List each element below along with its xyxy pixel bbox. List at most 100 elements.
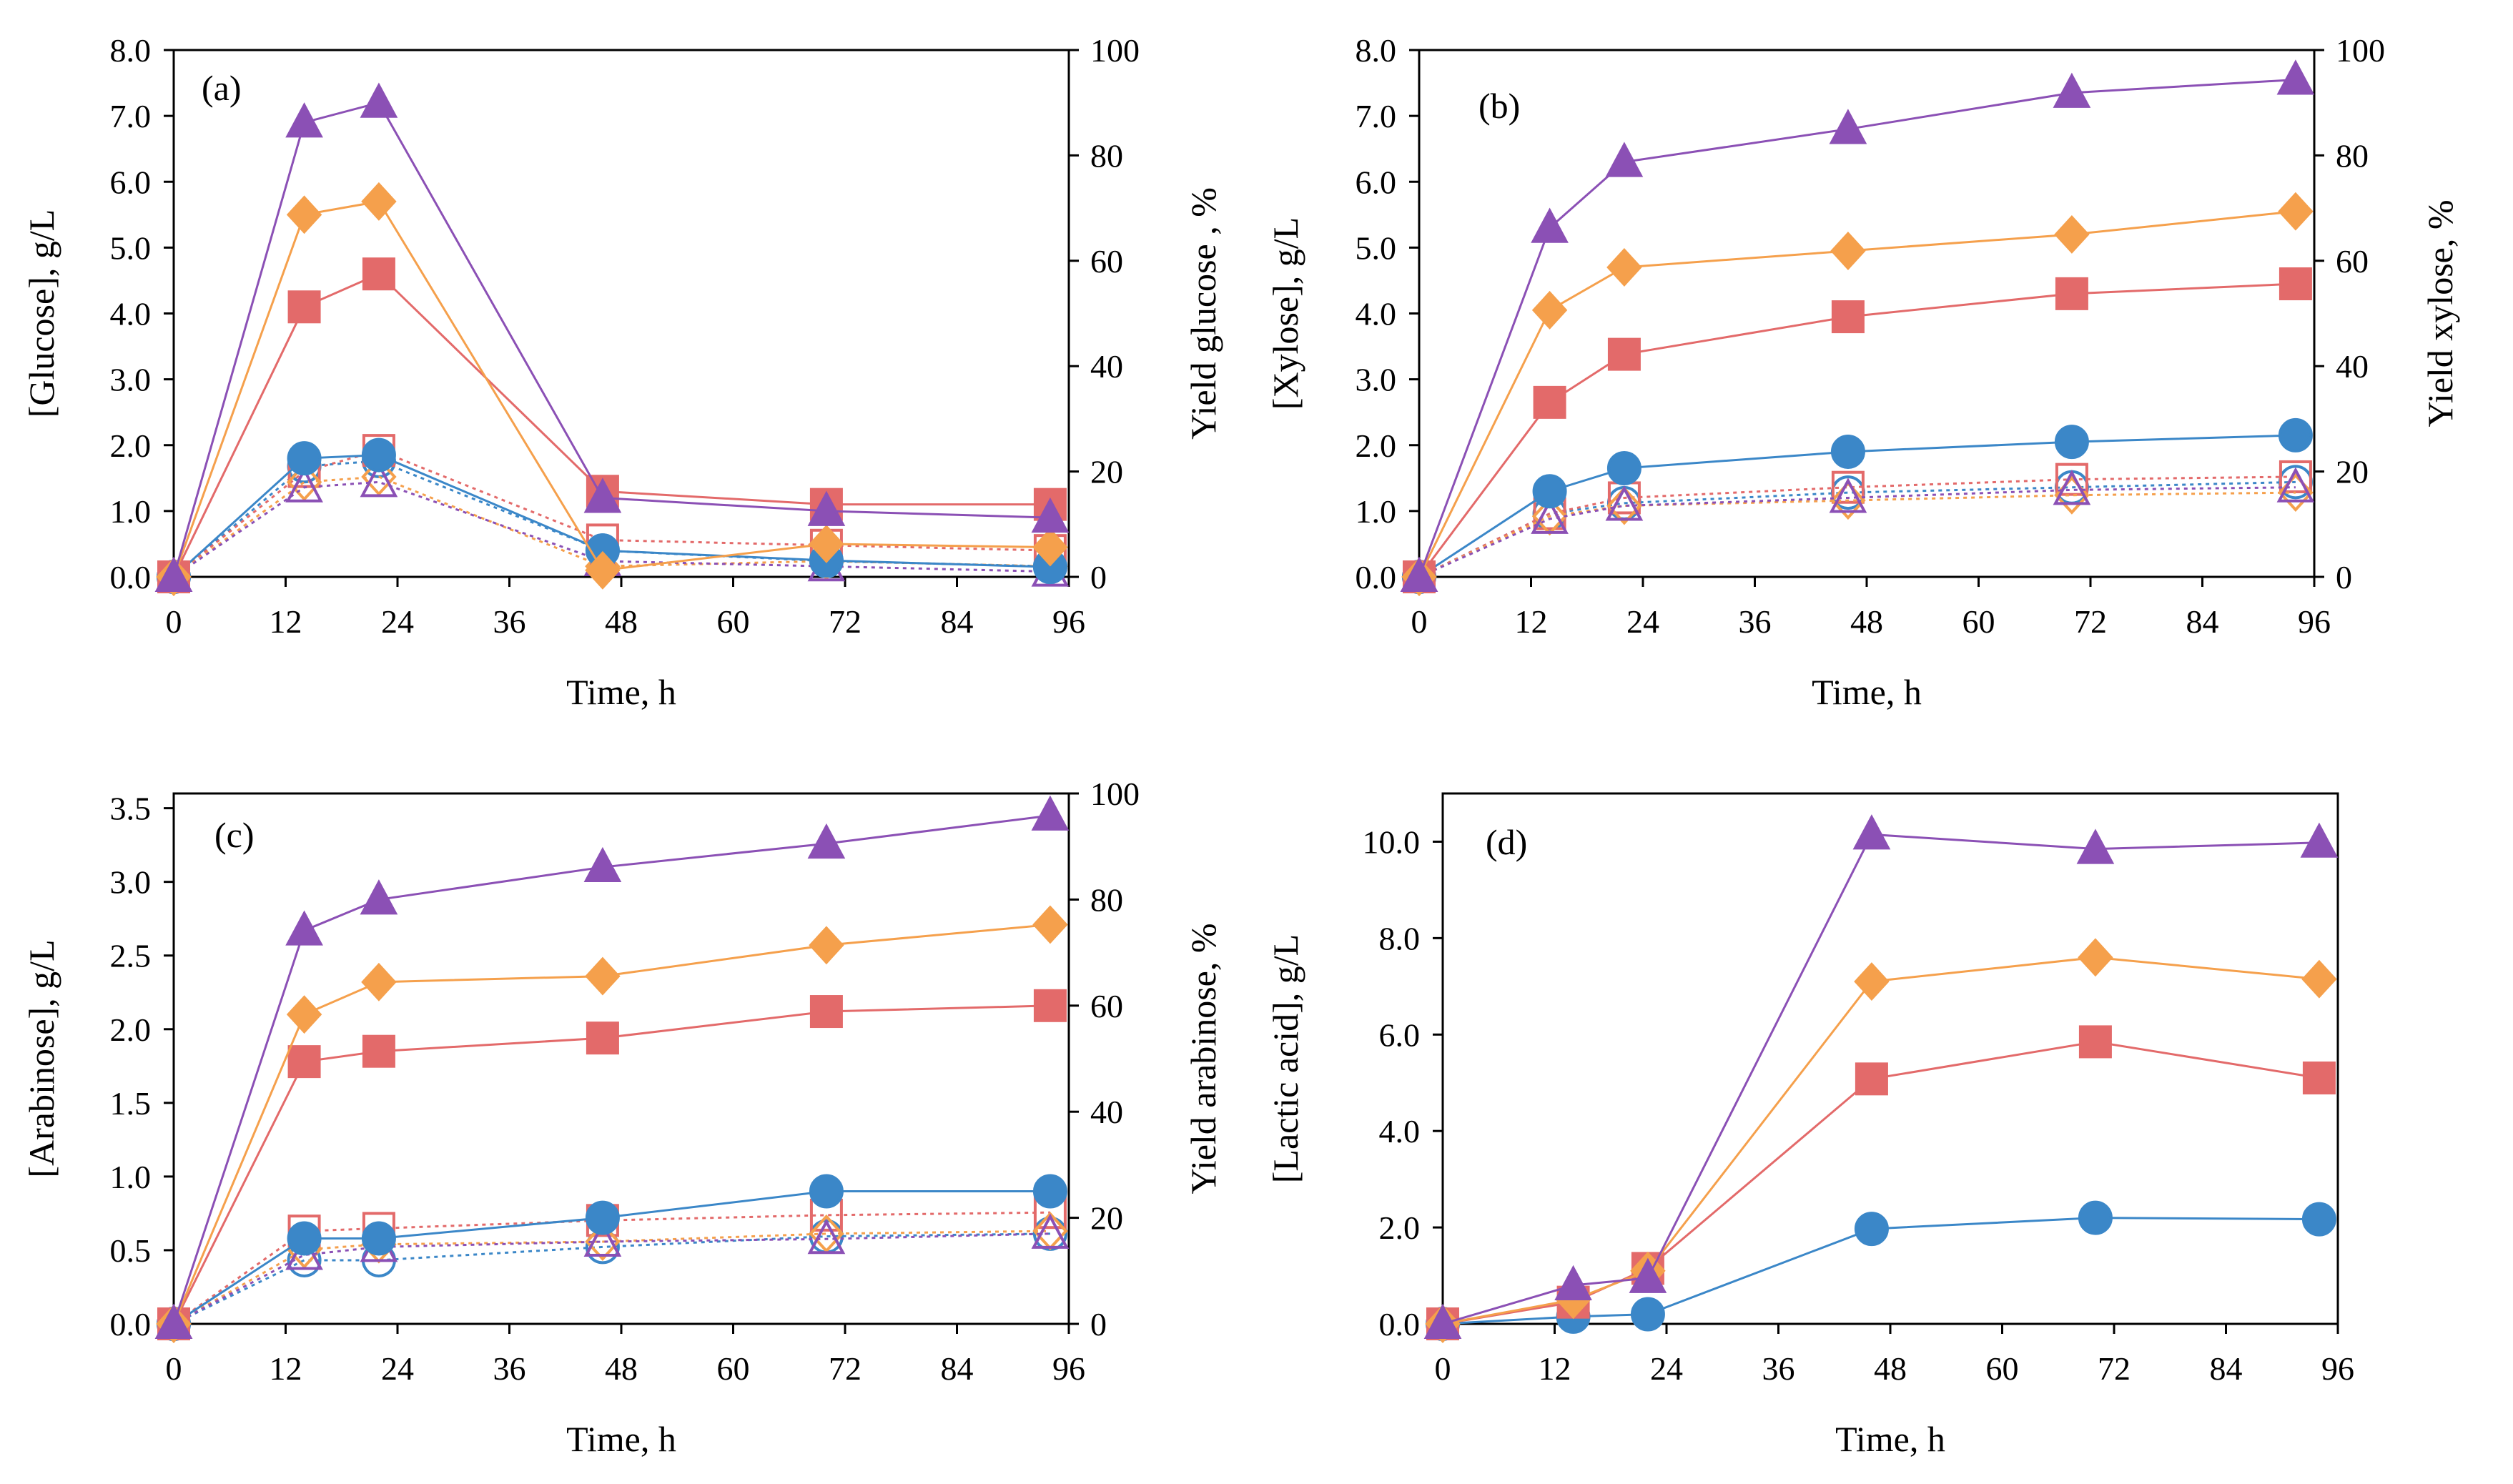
data-point-marker	[1032, 905, 1068, 944]
data-point-marker	[585, 550, 621, 590]
y-tick-label: 0.0	[1379, 1306, 1421, 1342]
y2-tick-label: 20	[1090, 1200, 1123, 1237]
data-point-marker	[809, 1174, 844, 1209]
series-orange-diamond	[1425, 938, 2337, 1343]
x-tick-label: 12	[270, 603, 302, 640]
data-point-marker	[1630, 1297, 1665, 1332]
y2-axis-label: Yield glucose , %	[1183, 187, 1223, 440]
data-point-marker	[1629, 1257, 1667, 1293]
panel-c-arabinose: 0 12 24 36 48 60 72 84 96 0.0 0.5 1.0 1.5 2.0 2.5 3.0 3.…	[21, 776, 1223, 1459]
data-point-marker	[361, 1221, 396, 1256]
data-point-marker	[807, 823, 846, 859]
series-line	[1418, 78, 2296, 578]
y2-tick-label: 80	[1090, 137, 1123, 174]
data-point-marker	[1031, 1213, 1070, 1249]
series-line	[172, 101, 1050, 578]
data-point-marker	[1031, 795, 1070, 831]
series-line	[173, 475, 1050, 578]
data-point-marker	[585, 956, 621, 996]
data-point-marker	[1606, 248, 1642, 287]
data-point-marker	[1830, 481, 1866, 520]
data-point-marker	[1852, 814, 1891, 850]
data-point-marker	[1032, 528, 1068, 567]
data-point-marker	[807, 490, 846, 526]
y-tick-label: 1.5	[110, 1085, 152, 1122]
data-point-marker	[2301, 1202, 2336, 1237]
x-tick-label: 84	[2186, 603, 2219, 640]
series-line	[173, 480, 1050, 578]
series-line	[1442, 1217, 2319, 1325]
y2-axis-label: Yield xylose, %	[2420, 199, 2460, 427]
data-point-marker	[585, 1222, 621, 1261]
y2-tick-label: 0	[1090, 559, 1107, 595]
data-point-marker	[1606, 486, 1642, 525]
series-blue-circle	[1402, 417, 2313, 594]
data-point-marker	[1605, 142, 1644, 177]
data-point-marker	[586, 1022, 619, 1055]
series-line	[173, 449, 1050, 578]
data-point-marker	[1533, 385, 1566, 419]
series-blue-circle	[1426, 1200, 2336, 1341]
y-tick-label: 2.5	[110, 938, 152, 974]
series-red-square	[157, 989, 1067, 1340]
data-point-marker	[1531, 290, 1568, 330]
y-tick-label: 5.0	[1356, 229, 1397, 266]
data-point-marker	[2078, 938, 2113, 977]
y2-tick-label: 0	[1090, 1306, 1107, 1342]
x-tick-label: 84	[941, 603, 974, 640]
x-tick-label: 0	[166, 1350, 182, 1387]
y2-tick-label: 60	[1090, 243, 1123, 280]
x-tick-label: 60	[1986, 1350, 2019, 1387]
y2-tick-label: 20	[2336, 454, 2369, 490]
x-tick-label: 24	[1650, 1350, 1683, 1387]
data-point-marker	[2076, 828, 2115, 864]
x-tick-label: 48	[1850, 603, 1883, 640]
data-point-marker	[2302, 1061, 2336, 1094]
y-tick-label: 8.0	[110, 32, 152, 69]
data-point-marker	[2276, 59, 2315, 95]
series-purple-triangle	[1423, 814, 2339, 1339]
y-tick-label: 0.0	[110, 1306, 152, 1342]
x-tick-label: 84	[2210, 1350, 2243, 1387]
data-point-marker	[809, 926, 844, 965]
data-point-marker	[1829, 109, 1867, 144]
data-point-marker	[1605, 485, 1644, 521]
series-line	[172, 1004, 1050, 1325]
data-point-marker	[2278, 417, 2313, 452]
data-point-marker	[1032, 1174, 1067, 1209]
panel-a-glucose: 0 12 24 36 48 60 72 84 96 0.0 1.0 2.0 3.0 4.0 5.0 6.0 7.…	[21, 32, 1223, 712]
data-point-marker	[287, 1045, 321, 1079]
panel-b-xylose: 0 12 24 36 48 60 72 84 96 0.0 1.0 2.0 3.0 4.0 5.0 6.0 7.…	[1265, 32, 2460, 712]
y2-tick-label: 60	[1090, 988, 1123, 1024]
data-point-marker	[361, 182, 397, 221]
data-point-marker	[1830, 434, 1865, 469]
data-point-marker	[360, 82, 398, 118]
y2-tick-label: 100	[1090, 32, 1140, 69]
y-axis-label: [Xylose], g/L	[1265, 217, 1305, 410]
data-point-marker	[361, 962, 397, 1001]
series-orange-diamond	[1401, 192, 2314, 596]
y-tick-label: 10.0	[1363, 823, 1421, 860]
y-tick-label: 0.0	[110, 559, 152, 595]
data-point-marker	[2054, 425, 2089, 460]
series-line	[1418, 210, 2296, 578]
x-tick-label: 60	[717, 603, 750, 640]
x-tick-label: 0	[1411, 603, 1428, 640]
data-point-marker	[2078, 1200, 2113, 1235]
y2-tick-label: 80	[1090, 881, 1123, 918]
x-tick-label: 60	[1962, 603, 1995, 640]
x-tick-label: 12	[1539, 1350, 1571, 1387]
x-tick-label: 72	[2098, 1350, 2131, 1387]
series-line	[173, 1230, 1050, 1325]
data-point-marker	[583, 846, 622, 883]
series-line	[172, 814, 1051, 1325]
series-line	[1418, 486, 2296, 578]
data-point-marker	[285, 102, 323, 138]
data-point-marker	[287, 290, 321, 324]
y-tick-label: 4.0	[110, 296, 152, 332]
x-tick-label: 36	[1739, 603, 1772, 640]
y-tick-label: 1.0	[1356, 493, 1397, 530]
panel-label: (d)	[1486, 822, 1527, 862]
data-point-marker	[1854, 962, 1890, 1001]
y-tick-label: 1.0	[110, 1159, 152, 1195]
